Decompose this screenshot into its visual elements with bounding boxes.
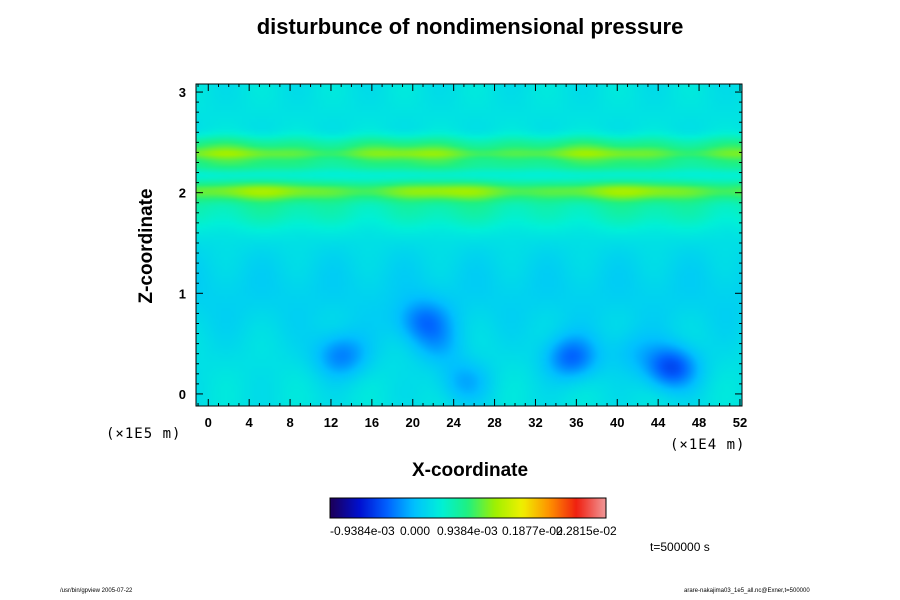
x-tick-label: 0	[205, 415, 212, 430]
y-tick-label: 0	[179, 387, 186, 402]
x-tick-label: 44	[651, 415, 666, 430]
y-tick-label: 2	[179, 186, 186, 201]
x-tick-label: 16	[365, 415, 379, 430]
colorbar-label-4: 0.2815e-02	[556, 524, 617, 538]
x-scale-label: (×1E4 m)	[670, 437, 746, 453]
colorbar-frame	[329, 497, 607, 519]
x-tick-label: 20	[406, 415, 420, 430]
heatmap-field	[196, 84, 742, 406]
x-tick-label: 8	[286, 415, 293, 430]
chart-title: disturbunce of nondimensional pressure	[256, 14, 684, 39]
x-tick-label: 24	[446, 415, 461, 430]
colorbar	[330, 498, 606, 518]
y-tick-label: 1	[179, 286, 186, 301]
y-tick-label: 3	[179, 85, 186, 100]
x-tick-label: 32	[528, 415, 542, 430]
y-axis-label: Z-coordinate	[136, 188, 157, 304]
time-label: t=500000 s	[650, 540, 710, 554]
x-tick-label: 4	[246, 415, 254, 430]
x-tick-label: 36	[569, 415, 583, 430]
x-tick-label: 28	[487, 415, 501, 430]
x-tick-label: 12	[324, 415, 338, 430]
x-tick-label: 48	[692, 415, 706, 430]
y-scale-label: (×1E5 m)	[106, 426, 182, 442]
colorbar-labels: -0.9384e-03 0.000 0.9384e-03 0.1877e-02 …	[330, 524, 630, 542]
footer-source: arare-nakajima03_1e5_all.nc@Exner,t=5000…	[684, 588, 810, 594]
plot-frame	[195, 83, 743, 407]
x-tick-label: 40	[610, 415, 624, 430]
colorbar-label-1: 0.000	[400, 524, 431, 538]
x-axis-label: X-coordinate	[411, 460, 529, 481]
x-tick-label: 52	[733, 415, 747, 430]
footer-command: /usr/bin/gpview 2005-07-22	[60, 588, 133, 594]
colorbar-label-2: 0.9384e-03	[437, 524, 498, 538]
colorbar-label-0: -0.9384e-03	[330, 524, 395, 538]
colorbar-label-3: 0.1877e-02	[502, 524, 563, 538]
